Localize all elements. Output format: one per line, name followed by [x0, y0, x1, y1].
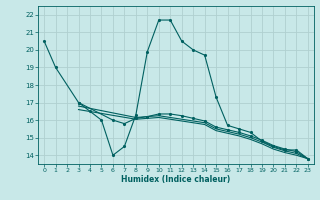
- X-axis label: Humidex (Indice chaleur): Humidex (Indice chaleur): [121, 175, 231, 184]
